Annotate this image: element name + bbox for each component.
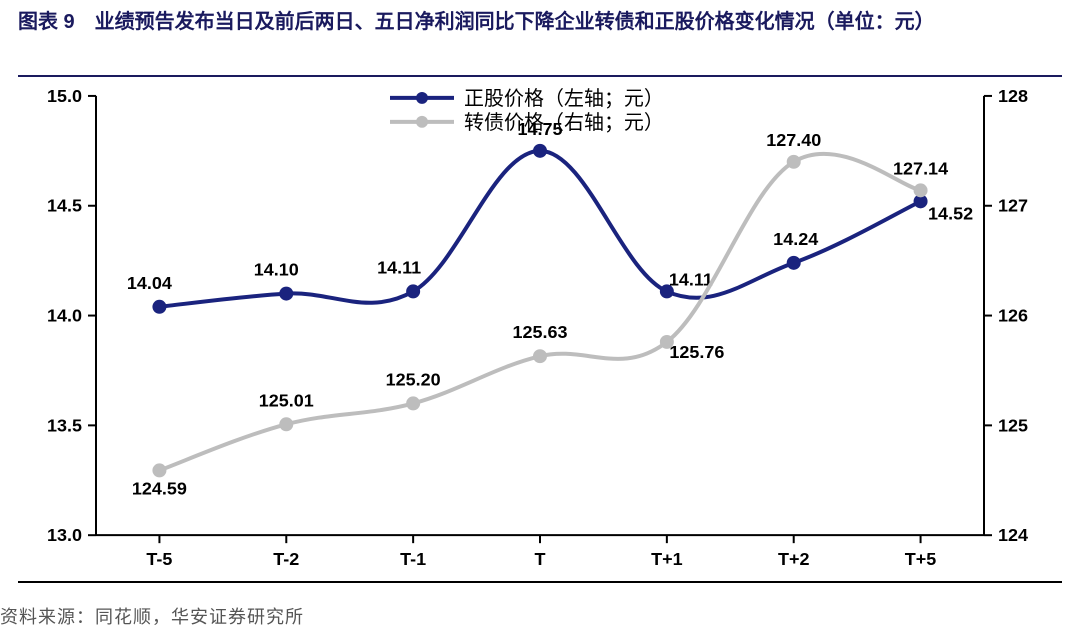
- svg-text:126: 126: [998, 306, 1028, 326]
- svg-text:T+1: T+1: [651, 549, 683, 569]
- svg-text:127.40: 127.40: [766, 130, 821, 150]
- chart-title: 图表 9 业绩预告发布当日及前后两日、五日净利润同比下降企业转债和正股价格变化情…: [18, 8, 1062, 37]
- svg-text:14.11: 14.11: [669, 269, 713, 289]
- svg-text:15.0: 15.0: [47, 86, 82, 106]
- dual-axis-line-chart: 13.0 13.5 14.0 14.5 15.0 124 125 126 127 128 T-5 T-…: [18, 80, 1062, 581]
- svg-text:124: 124: [998, 525, 1028, 545]
- svg-text:T-5: T-5: [146, 549, 172, 569]
- svg-text:125: 125: [998, 415, 1028, 435]
- svg-text:14.52: 14.52: [928, 203, 973, 223]
- svg-text:125.76: 125.76: [669, 342, 724, 362]
- svg-text:125.63: 125.63: [512, 322, 567, 342]
- svg-text:14.0: 14.0: [47, 306, 82, 326]
- svg-text:14.5: 14.5: [47, 196, 82, 216]
- svg-text:14.11: 14.11: [377, 258, 421, 278]
- svg-text:128: 128: [998, 86, 1028, 106]
- svg-text:127: 127: [998, 196, 1028, 216]
- svg-text:14.24: 14.24: [773, 229, 818, 249]
- svg-text:转债价格（右轴；元）: 转债价格（右轴；元）: [464, 111, 664, 134]
- svg-text:127.14: 127.14: [893, 158, 948, 178]
- svg-text:13.0: 13.0: [47, 525, 82, 545]
- svg-text:正股价格（左轴；元）: 正股价格（左轴；元）: [464, 87, 664, 110]
- svg-text:125.01: 125.01: [259, 390, 314, 410]
- svg-text:T+5: T+5: [905, 549, 937, 569]
- svg-text:125.20: 125.20: [386, 370, 441, 390]
- svg-text:124.59: 124.59: [132, 478, 187, 498]
- svg-text:14.10: 14.10: [254, 260, 299, 280]
- svg-text:13.5: 13.5: [47, 415, 82, 435]
- svg-text:T+2: T+2: [778, 549, 810, 569]
- svg-text:T-2: T-2: [273, 549, 299, 569]
- svg-text:T: T: [535, 549, 546, 569]
- source-citation: 资料来源：同花顺，华安证券研究所: [0, 603, 304, 629]
- chart-area: 13.0 13.5 14.0 14.5 15.0 124 125 126 127 128 T-5 T-…: [18, 80, 1062, 583]
- svg-text:T-1: T-1: [400, 549, 426, 569]
- title-underline: [18, 75, 1062, 77]
- svg-text:14.04: 14.04: [127, 273, 172, 293]
- figure-container: 图表 9 业绩预告发布当日及前后两日、五日净利润同比下降企业转债和正股价格变化情…: [0, 0, 1080, 641]
